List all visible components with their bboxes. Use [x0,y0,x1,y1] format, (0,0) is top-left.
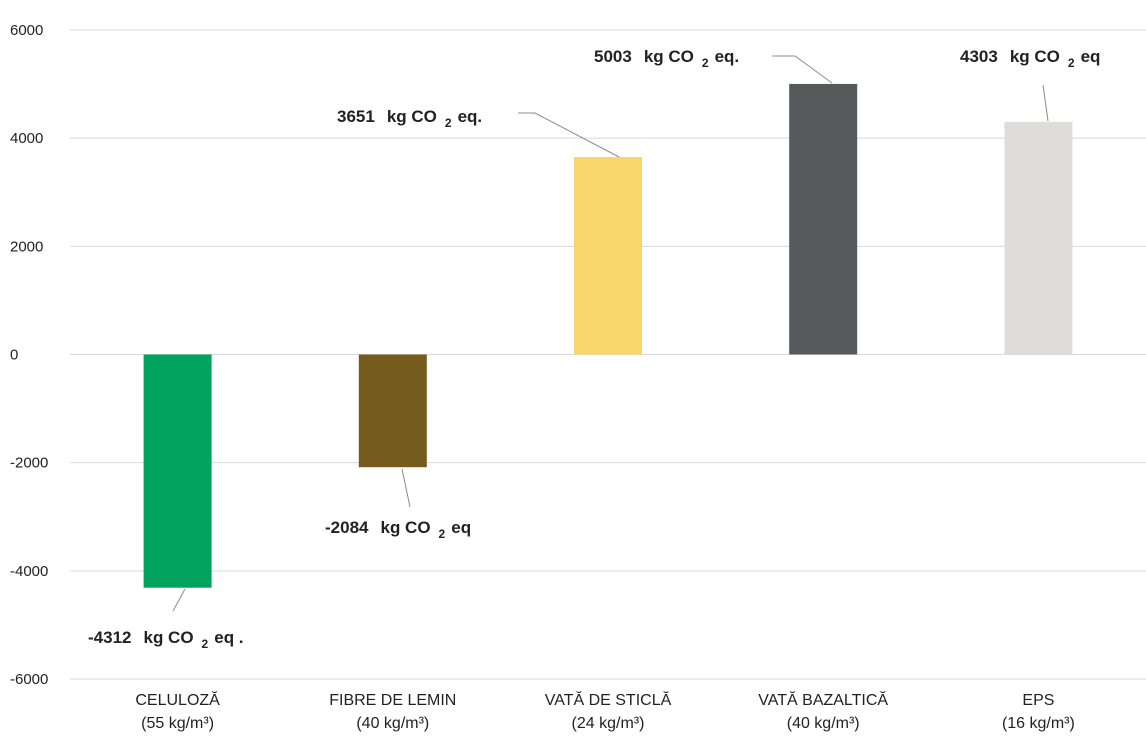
data-label-suffix: eq . [214,628,243,647]
data-label-suffix: eq [451,518,471,537]
category-density: (40 kg/m³) [787,715,860,732]
category-labels: CELULOZĂ (55 kg/m³) FIBRE DE LEMIN (40 kg/m… [135,690,1074,732]
data-label-value: 3651 [337,107,375,126]
data-label-subscript: 2 [1068,56,1075,70]
category-label: EPS (16 kg/m³) [1002,692,1075,732]
data-label-value: 5003 [594,47,632,66]
data-label: 3651 kg CO 2 eq. [337,107,482,130]
y-tick-label: 0 [10,347,18,364]
category-label: VATĂ BAZALTICĂ (40 kg/m³) [758,690,888,732]
data-label-unit: kg CO [644,47,694,66]
bar [1004,121,1073,355]
data-label: 5003 kg CO 2 eq. [594,47,739,70]
bar [358,354,427,468]
category-name: FIBRE DE LEMIN [329,692,456,709]
y-tick-label: 6000 [10,22,43,39]
data-label-value: -2084 [325,518,369,537]
category-label: VATĂ DE STICLĂ (24 kg/m³) [545,690,672,732]
data-label-value: 4303 [960,47,998,66]
y-tick-label: -2000 [10,455,48,472]
category-name: EPS [1022,692,1054,709]
y-tick-label: -4000 [10,563,48,580]
data-label: -4312 kg CO 2 eq . [88,628,244,651]
data-label-unit: kg CO [380,518,430,537]
category-density: (24 kg/m³) [572,715,645,732]
leader-line [401,468,411,508]
data-label: 4303 kg CO 2 eq [960,47,1100,70]
data-label-subscript: 2 [202,637,209,651]
leader-line [518,112,620,158]
label-leader-lines [172,55,1049,612]
data-label-subscript: 2 [702,56,709,70]
category-density: (16 kg/m³) [1002,715,1075,732]
category-label: FIBRE DE LEMIN (40 kg/m³) [329,692,456,732]
leader-line [172,588,186,612]
data-label-unit: kg CO [387,107,437,126]
category-name: VATĂ BAZALTICĂ [758,690,888,709]
category-name: CELULOZĂ [135,690,220,709]
data-label-subscript: 2 [445,116,452,130]
y-tick-label: 4000 [10,130,43,147]
data-labels: -4312 kg CO 2 eq . -2084 kg CO 2 eq 3651 kg CO 2 eq… [88,47,1100,651]
data-label-unit: kg CO [1010,47,1060,66]
bar [789,83,858,355]
category-name: VATĂ DE STICLĂ [545,690,672,709]
data-label-suffix: eq [1081,47,1101,66]
leader-line [1042,84,1049,122]
category-density: (55 kg/m³) [141,715,214,732]
category-density: (40 kg/m³) [356,715,429,732]
category-label: CELULOZĂ (55 kg/m³) [135,690,220,732]
data-label-value: -4312 [88,628,131,647]
leader-line [772,55,833,84]
bar [574,157,642,355]
bar [143,354,212,588]
y-tick-label: 2000 [10,238,43,255]
bars [143,83,1073,588]
data-label-suffix: eq. [715,47,740,66]
data-label-suffix: eq. [458,107,483,126]
y-axis-tick-labels: 6000 4000 2000 0 -2000 -4000 -6000 [10,22,48,688]
data-label-unit: kg CO [143,628,193,647]
data-label: -2084 kg CO 2 eq [325,518,471,541]
y-tick-label: -6000 [10,671,48,688]
data-label-subscript: 2 [439,527,446,541]
